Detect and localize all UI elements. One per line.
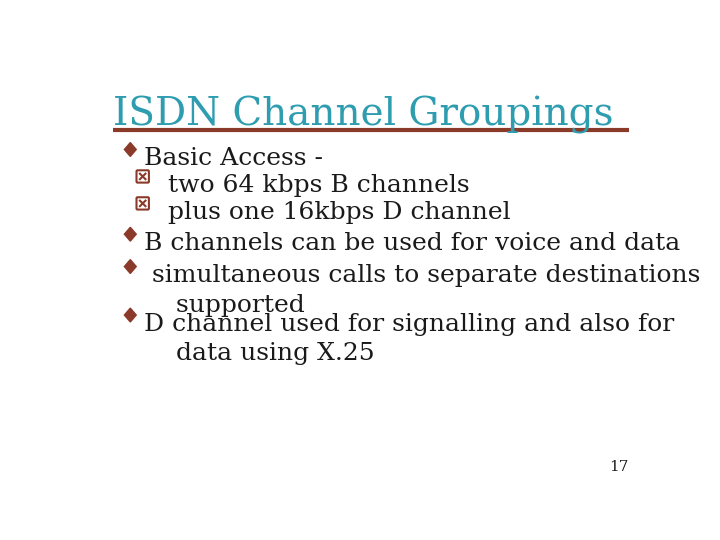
Text: two 64 kbps B channels: two 64 kbps B channels: [168, 174, 469, 197]
Text: D channel used for signalling and also for
    data using X.25: D channel used for signalling and also f…: [144, 313, 675, 365]
Polygon shape: [125, 227, 136, 241]
Text: ISDN Channel Groupings: ISDN Channel Groupings: [113, 96, 613, 133]
Polygon shape: [125, 260, 136, 273]
Text: Basic Access -: Basic Access -: [144, 147, 323, 170]
Polygon shape: [125, 308, 136, 322]
Text: simultaneous calls to separate destinations
    supported: simultaneous calls to separate destinati…: [144, 264, 701, 316]
Text: B channels can be used for voice and data: B channels can be used for voice and dat…: [144, 232, 680, 255]
Text: plus one 16kbps D channel: plus one 16kbps D channel: [168, 201, 510, 224]
Polygon shape: [125, 143, 136, 157]
Text: 17: 17: [609, 461, 629, 475]
